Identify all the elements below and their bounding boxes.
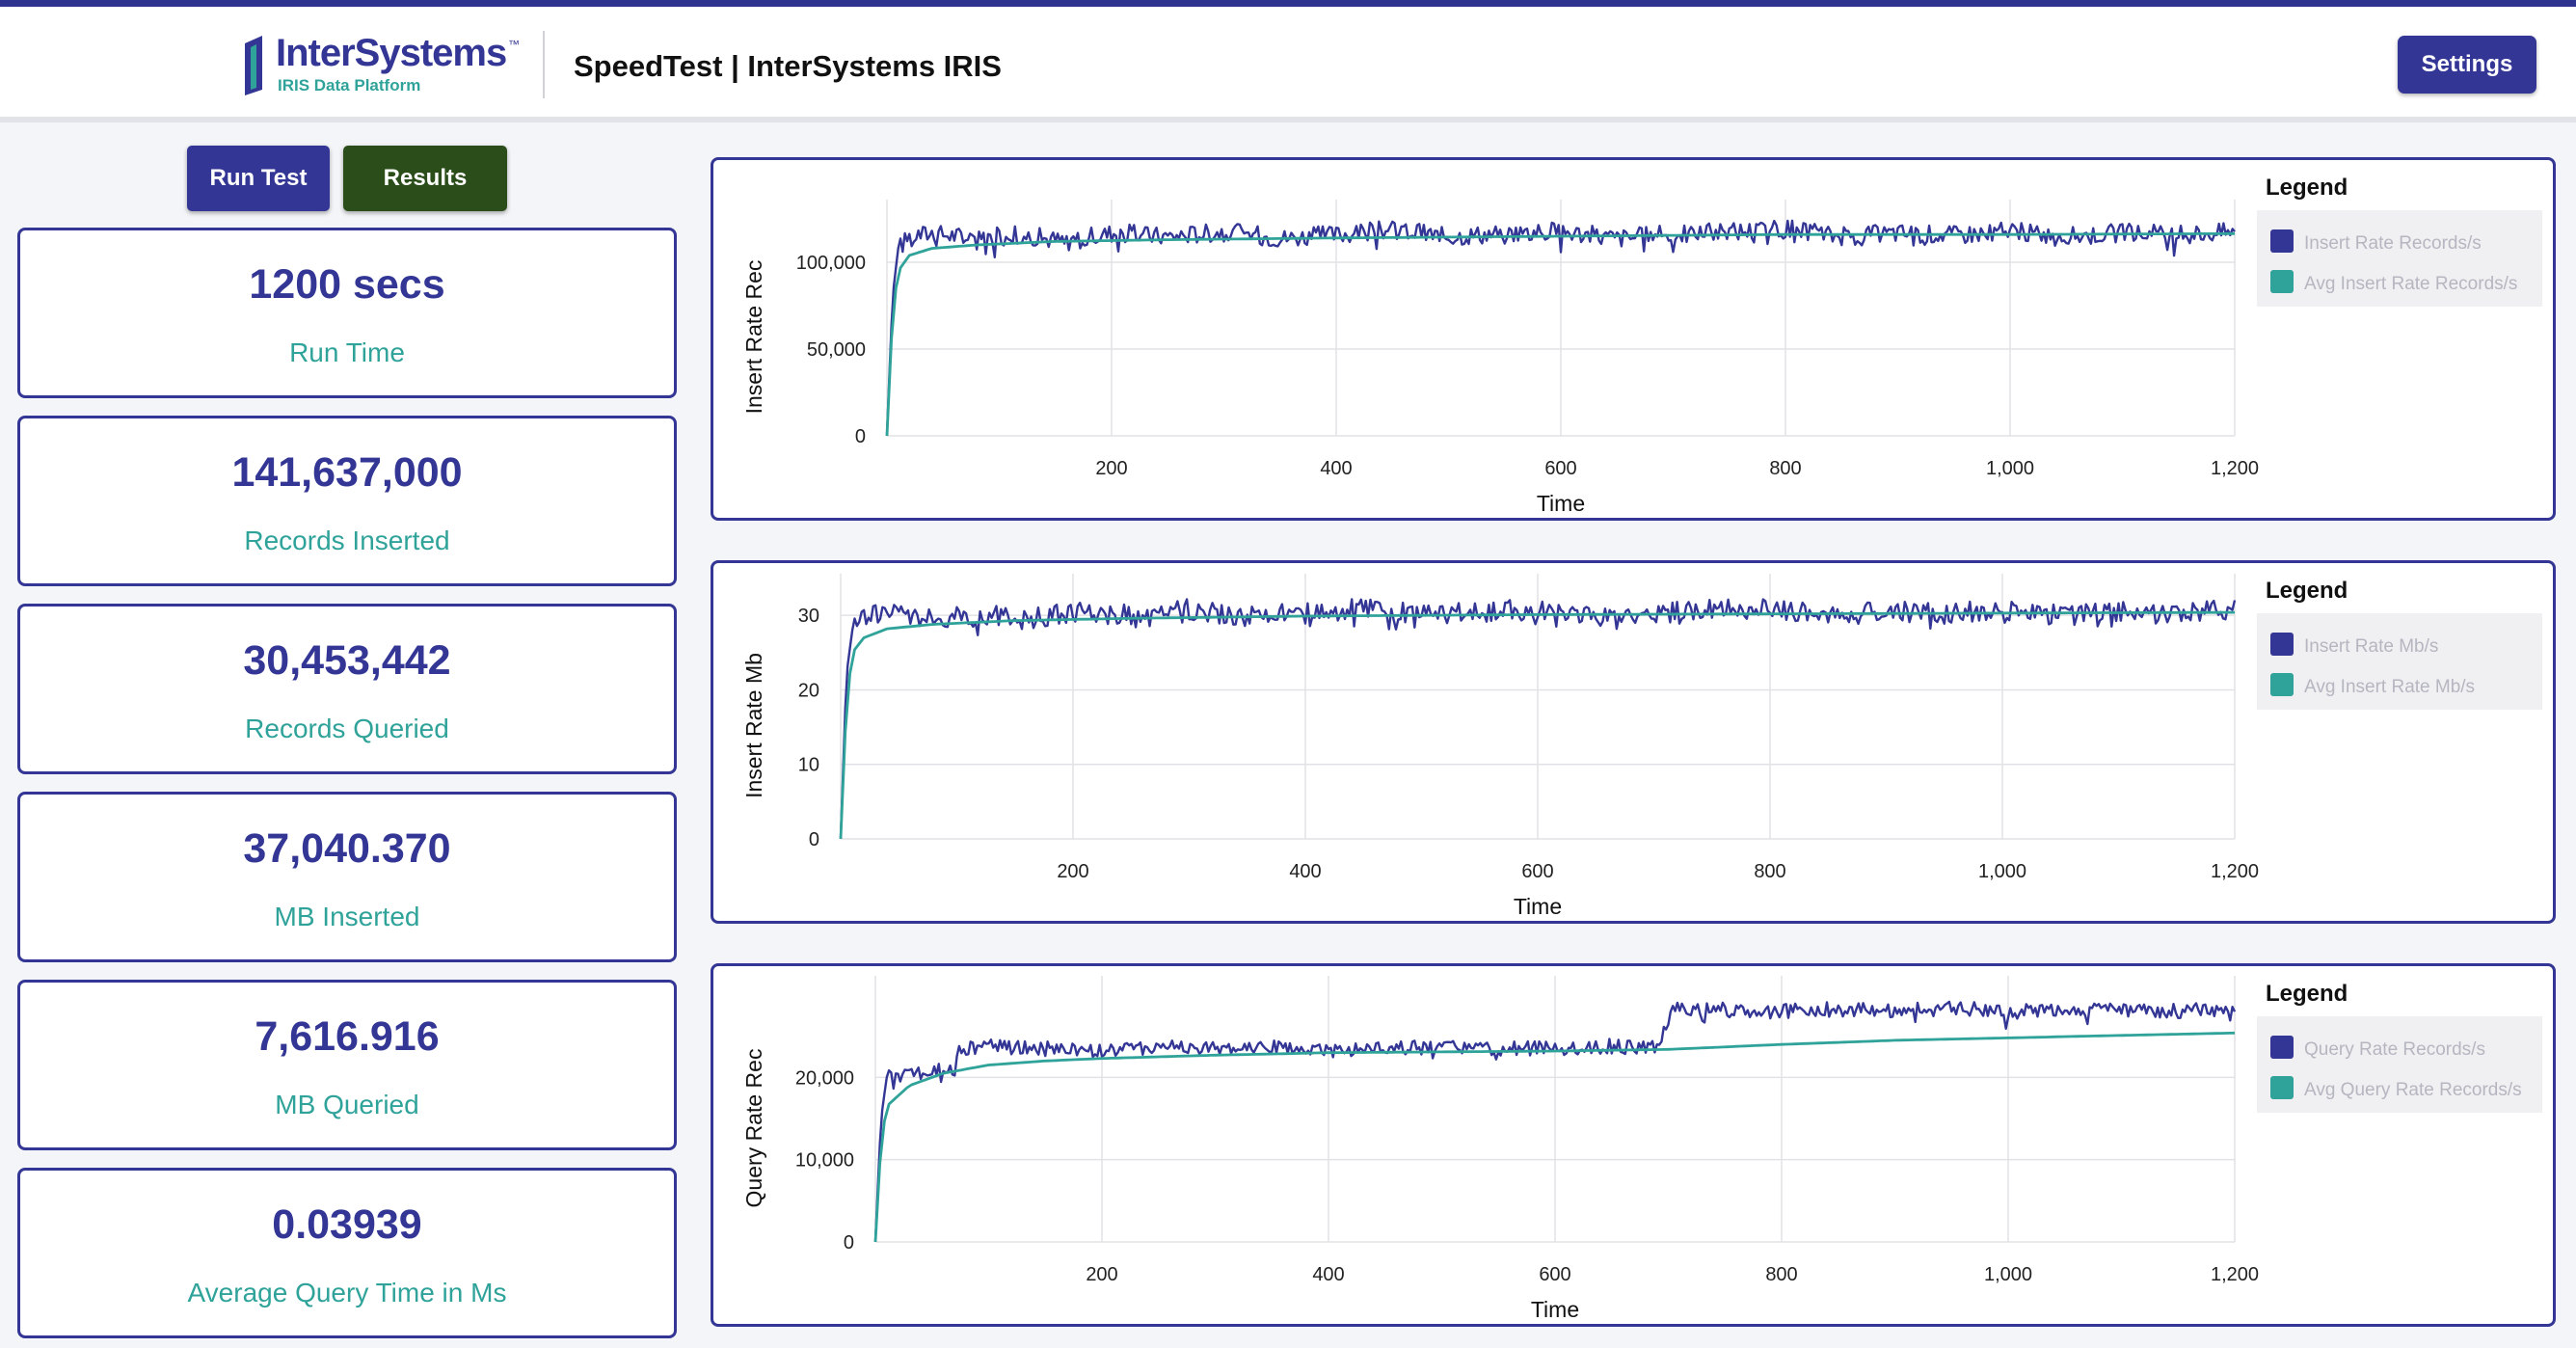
- stat-value: 1200 secs: [249, 261, 445, 308]
- query-rate-records-chart: 200 400 600 800 1,000 1,200 0 10,000 20,000 Time Q…: [741, 976, 2542, 1322]
- y-tick-label: 0: [844, 1232, 854, 1254]
- query-rate-records-chart-panel: 200 400 600 800 1,000 1,200 0 10,000 20,000 Time Q…: [711, 963, 2556, 1327]
- top-accent-bar: [0, 0, 2576, 7]
- x-tick-label: 200: [1086, 1264, 1117, 1285]
- y-tick-label: 10,000: [795, 1150, 854, 1172]
- header-divider: [543, 31, 545, 98]
- stat-card-mb-inserted: 37,040.370 MB Inserted: [17, 792, 677, 962]
- stat-label: Run Time: [289, 337, 405, 367]
- chart-grid: [874, 976, 2236, 1243]
- y-axis-label: Insert Rate Rec: [741, 260, 766, 415]
- x-axis-label: Time: [1531, 1297, 1579, 1322]
- stat-label: Records Queried: [245, 714, 449, 743]
- y-tick-label: 10: [798, 755, 819, 776]
- chart-legend: Legend Insert Rate Records/s Avg Insert Ra…: [2257, 175, 2542, 307]
- stat-value: 0.03939: [272, 1201, 422, 1248]
- app-header: InterSystems ™ IRIS Data Platform SpeedT…: [0, 7, 2576, 122]
- y-tick-label: 100,000: [796, 253, 866, 274]
- x-tick-label: 400: [1320, 458, 1352, 479]
- legend-swatch: [2270, 673, 2294, 696]
- logo-subtitle: IRIS Data Platform: [278, 76, 421, 94]
- stat-value: 37,040.370: [243, 825, 451, 872]
- x-tick-label: 1,200: [2211, 458, 2259, 479]
- legend-entry: Insert Rate Records/s: [2304, 233, 2482, 254]
- stat-value: 141,637,000: [231, 449, 463, 496]
- x-tick-label: 800: [1765, 1264, 1797, 1285]
- legend-entry: Avg Insert Rate Records/s: [2304, 274, 2517, 294]
- x-tick-label: 800: [1769, 458, 1801, 479]
- y-tick-label: 20,000: [795, 1067, 854, 1089]
- x-tick-label: 200: [1057, 861, 1088, 882]
- intersystems-logo-icon: [245, 36, 262, 95]
- insert-rate-records-chart: 200 400 600 800 1,000 1,200 0 50,000 100,000 Time…: [741, 175, 2542, 516]
- settings-button[interactable]: Settings: [2398, 36, 2536, 94]
- x-tick-label: 600: [1539, 1264, 1570, 1285]
- legend-box: [2257, 1016, 2542, 1113]
- x-tick-label: 400: [1312, 1264, 1344, 1285]
- run-test-button[interactable]: Run Test: [187, 146, 330, 211]
- x-tick-label: 1,200: [2211, 1264, 2259, 1285]
- x-tick-label: 1,000: [1978, 861, 2026, 882]
- x-tick-label: 1,000: [1986, 458, 2034, 479]
- stat-card-average-query-time: 0.03939 Average Query Time in Ms: [17, 1168, 677, 1338]
- legend-box: [2257, 210, 2542, 307]
- y-tick-label: 30: [798, 606, 819, 627]
- results-button[interactable]: Results: [343, 146, 507, 211]
- series-line-2: [839, 610, 2235, 840]
- logo-trademark: ™: [508, 38, 520, 51]
- x-tick-label: 1,000: [1984, 1264, 2032, 1285]
- legend-box: [2257, 613, 2542, 710]
- legend-swatch: [2270, 1036, 2294, 1059]
- stat-value: 7,616.916: [255, 1013, 440, 1060]
- insert-rate-mb-chart: 200 400 600 800 1,000 1,200 0 10 20 30 Time Insert …: [741, 574, 2542, 919]
- legend-entry: Query Rate Records/s: [2304, 1039, 2485, 1060]
- x-tick-label: 400: [1289, 861, 1321, 882]
- stat-card-mb-queried: 7,616.916 MB Queried: [17, 980, 677, 1150]
- legend-entry: Insert Rate Mb/s: [2304, 636, 2438, 657]
- x-axis-label: Time: [1537, 491, 1585, 516]
- page-title: SpeedTest | InterSystems IRIS: [574, 49, 1002, 83]
- stat-card-records-inserted: 141,637,000 Records Inserted: [17, 416, 677, 586]
- y-axis-label: Query Rate Rec: [741, 1049, 766, 1208]
- series-line-2: [873, 1031, 2236, 1243]
- stat-label: Records Inserted: [244, 526, 450, 555]
- legend-title: Legend: [2266, 981, 2348, 1007]
- y-axis-label: Insert Rate Mb: [741, 653, 766, 798]
- chart-legend: Legend Insert Rate Mb/s Avg Insert Rate Mb…: [2257, 578, 2542, 710]
- stat-label: MB Queried: [275, 1090, 419, 1119]
- x-axis-label: Time: [1514, 894, 1562, 919]
- series-line-1: [873, 1000, 2237, 1243]
- intersystems-logo[interactable]: InterSystems ™ IRIS Data Platform: [241, 26, 530, 103]
- legend-title: Legend: [2266, 175, 2348, 201]
- x-tick-label: 600: [1521, 861, 1553, 882]
- legend-title: Legend: [2266, 578, 2348, 604]
- stat-label: Average Query Time in Ms: [187, 1278, 507, 1308]
- series-line-2: [885, 231, 2235, 437]
- legend-swatch: [2270, 633, 2294, 656]
- stat-label: MB Inserted: [274, 902, 420, 931]
- x-tick-label: 800: [1754, 861, 1785, 882]
- legend-swatch: [2270, 229, 2294, 253]
- insert-rate-records-chart-panel: 200 400 600 800 1,000 1,200 0 50,000 100,000 Time…: [711, 157, 2556, 521]
- legend-swatch: [2270, 270, 2294, 293]
- stat-card-records-queried: 30,453,442 Records Queried: [17, 604, 677, 774]
- chart-legend: Legend Query Rate Records/s Avg Query Rate…: [2257, 981, 2542, 1113]
- insert-rate-mb-chart-panel: 200 400 600 800 1,000 1,200 0 10 20 30 Time Insert …: [711, 560, 2556, 924]
- y-tick-label: 0: [809, 829, 819, 850]
- x-tick-label: 600: [1544, 458, 1576, 479]
- legend-entry: Avg Query Rate Records/s: [2304, 1080, 2522, 1100]
- legend-swatch: [2270, 1076, 2294, 1099]
- stat-card-run-time: 1200 secs Run Time: [17, 228, 677, 398]
- y-tick-label: 0: [855, 426, 866, 447]
- logo-name: InterSystems: [276, 32, 507, 74]
- x-tick-label: 1,200: [2211, 861, 2259, 882]
- y-tick-label: 20: [798, 680, 819, 701]
- legend-entry: Avg Insert Rate Mb/s: [2304, 677, 2475, 697]
- y-tick-label: 50,000: [807, 339, 866, 361]
- x-tick-label: 200: [1095, 458, 1127, 479]
- stat-value: 30,453,442: [243, 637, 451, 684]
